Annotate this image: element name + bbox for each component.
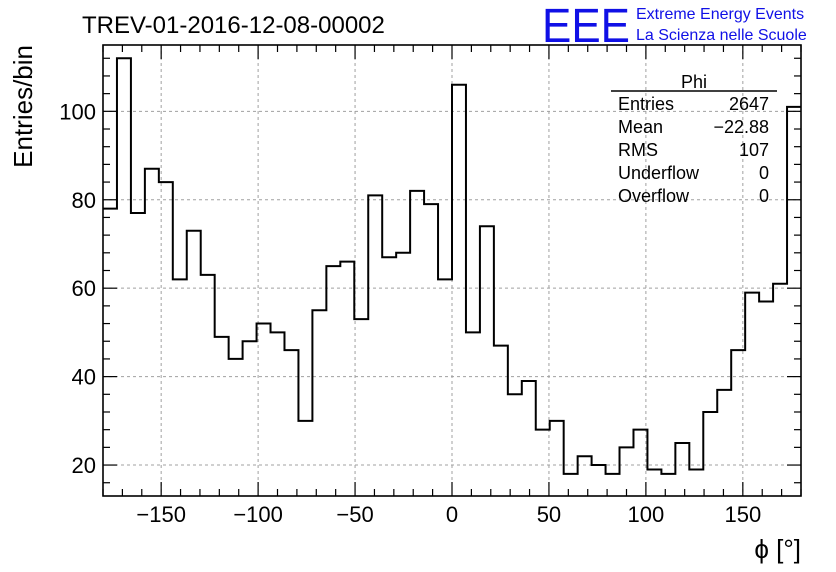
x-tick-label: 50	[537, 502, 561, 527]
stats-value: 107	[739, 140, 769, 160]
x-tick-label: 0	[446, 502, 458, 527]
stats-value: 0	[759, 186, 769, 206]
histogram-series	[103, 57, 801, 475]
stats-value: −22.88	[713, 117, 769, 137]
stats-label: Overflow	[618, 186, 690, 206]
stats-title: Phi	[681, 72, 707, 92]
y-tick-label: 40	[72, 365, 96, 390]
logo-line2: La Scienza nelle Scuole	[636, 27, 807, 44]
x-tick-label: −50	[336, 502, 373, 527]
y-tick-label: 20	[72, 453, 96, 478]
stats-value: 2647	[729, 94, 769, 114]
stats-label: Mean	[618, 117, 663, 137]
x-tick-label: 150	[724, 502, 761, 527]
stats-label: Underflow	[618, 163, 700, 183]
x-tick-label: 100	[628, 502, 665, 527]
y-axis-label: Entries/bin	[8, 45, 38, 168]
logo-mark: EEE	[542, 0, 630, 53]
y-tick-labels: 20 40 60 80 100	[59, 99, 96, 478]
stats-box: Phi Entries 2647 Mean −22.88 RMS 107 Underflow…	[611, 72, 777, 206]
stats-label: Entries	[618, 94, 674, 114]
chart-title: TREV-01-2016-12-08-00002	[82, 12, 385, 39]
x-tick-label: −150	[136, 502, 186, 527]
eee-logo: EEE Extreme Energy Events La Scienza nel…	[542, 0, 807, 53]
x-axis-label: ϕ [°]	[754, 534, 801, 564]
stats-value: 0	[759, 163, 769, 183]
y-tick-label: 100	[59, 99, 96, 124]
y-tick-label: 60	[72, 276, 96, 301]
logo-line1: Extreme Energy Events	[636, 6, 804, 23]
axis-ticks	[102, 45, 802, 496]
x-tick-labels: −150 −100 −50 0 50 100 150	[136, 502, 761, 527]
x-tick-label: −100	[233, 502, 283, 527]
y-tick-label: 80	[72, 188, 96, 213]
stats-label: RMS	[618, 140, 658, 160]
